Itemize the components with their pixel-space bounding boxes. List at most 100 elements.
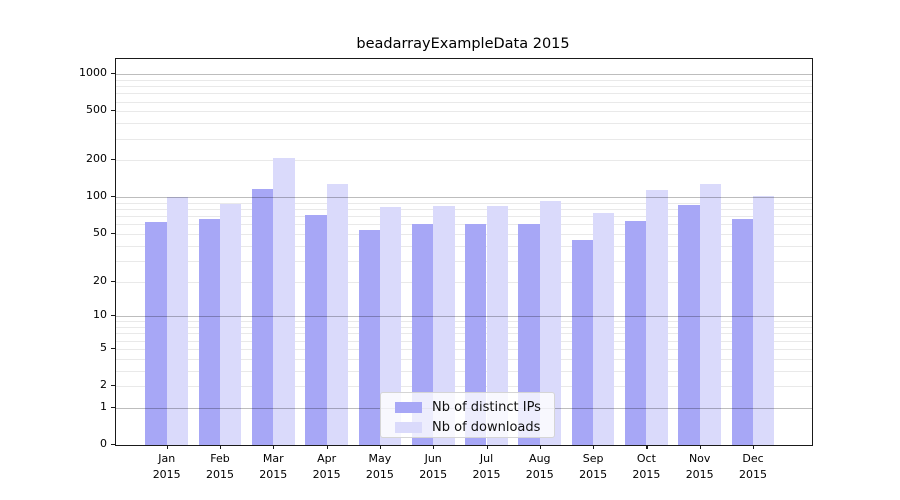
x-tick-label-jan: Jan 2015 bbox=[152, 452, 181, 481]
y-tick-label: 2 bbox=[100, 378, 107, 391]
minor-gridline bbox=[116, 281, 812, 283]
y-tick-label: 5 bbox=[100, 340, 107, 354]
y-tick-mark bbox=[111, 315, 115, 317]
bar-distinct-ips-jun bbox=[411, 223, 434, 445]
x-tick-mark bbox=[379, 445, 382, 449]
y-tick-mark bbox=[111, 196, 115, 198]
legend: Nb of distinct IPs Nb of downloads bbox=[380, 392, 555, 438]
y-tick-label: 1 bbox=[100, 399, 107, 413]
bar-distinct-ips-jul bbox=[465, 224, 487, 445]
x-tick-label-sep: Sep 2015 bbox=[579, 452, 608, 481]
minor-gridline bbox=[116, 358, 812, 360]
minor-gridline bbox=[116, 138, 812, 140]
minor-gridline bbox=[116, 348, 812, 350]
major-gridline bbox=[116, 197, 812, 199]
y-tick-label: 100 bbox=[86, 189, 107, 203]
y-tick-label: 1000 bbox=[79, 66, 107, 80]
minor-gridline bbox=[116, 333, 812, 335]
minor-gridline bbox=[116, 202, 812, 204]
major-gridline bbox=[116, 74, 812, 76]
y-tick-mark bbox=[111, 385, 115, 387]
major-gridline bbox=[116, 316, 812, 318]
x-tick-label-mar: Mar 2015 bbox=[259, 452, 288, 481]
minor-gridline bbox=[116, 101, 812, 103]
bar-downloads-aug bbox=[539, 201, 562, 445]
minor-gridline bbox=[116, 93, 812, 95]
bar-distinct-ips-feb bbox=[198, 219, 220, 445]
minor-gridline bbox=[116, 260, 812, 262]
bar-distinct-ips-mar bbox=[251, 188, 274, 445]
x-tick-mark bbox=[326, 445, 328, 449]
y-tick-label: 10 bbox=[93, 308, 107, 322]
bar-distinct-ips-sep bbox=[571, 239, 594, 445]
minor-gridline bbox=[116, 79, 812, 81]
x-tick-label-may: May 2015 bbox=[365, 452, 394, 481]
bar-downloads-apr bbox=[326, 184, 348, 445]
x-tick-mark bbox=[699, 445, 701, 449]
x-tick-mark bbox=[166, 445, 168, 449]
minor-gridline bbox=[116, 224, 812, 226]
x-tick-mark bbox=[646, 445, 648, 449]
y-tick-mark bbox=[111, 232, 115, 235]
bar-downloads-sep bbox=[593, 212, 615, 445]
bar-downloads-dec bbox=[753, 196, 775, 445]
x-tick-label-oct: Oct 2015 bbox=[632, 452, 661, 481]
legend-swatch-distinct-ips bbox=[395, 401, 422, 413]
x-tick-label-dec: Dec 2015 bbox=[739, 452, 767, 481]
bar-downloads-jan bbox=[166, 197, 189, 445]
x-tick-mark bbox=[539, 445, 541, 449]
x-tick-label-jun: Jun 2015 bbox=[419, 452, 448, 481]
y-tick-mark bbox=[111, 347, 115, 349]
legend-entry-downloads: Nb of downloads bbox=[381, 418, 554, 436]
x-tick-mark bbox=[273, 445, 275, 449]
y-tick-label: 500 bbox=[86, 103, 107, 117]
y-tick-label: 0 bbox=[100, 437, 107, 450]
legend-label-distinct-ips: Nb of distinct IPs bbox=[432, 399, 541, 415]
x-tick-mark bbox=[486, 445, 488, 449]
y-tick-mark bbox=[111, 110, 115, 112]
bar-distinct-ips-jan bbox=[145, 221, 167, 445]
bar-distinct-ips-oct bbox=[625, 220, 647, 445]
minor-gridline bbox=[116, 340, 812, 342]
legend-swatch-downloads bbox=[395, 421, 422, 433]
minor-gridline bbox=[116, 111, 812, 113]
bar-distinct-ips-nov bbox=[678, 205, 700, 445]
bar-distinct-ips-apr bbox=[305, 214, 327, 445]
minor-gridline bbox=[116, 123, 812, 125]
y-tick-mark bbox=[111, 444, 115, 446]
bar-downloads-jul bbox=[486, 205, 508, 445]
minor-gridline bbox=[116, 245, 812, 247]
x-tick-label-nov: Nov 2015 bbox=[685, 452, 714, 481]
minor-gridline bbox=[116, 216, 812, 218]
bar-downloads-mar bbox=[273, 158, 295, 445]
x-tick-mark bbox=[433, 445, 435, 449]
y-tick-mark bbox=[111, 406, 115, 408]
y-tick-mark bbox=[111, 280, 115, 282]
minor-gridline bbox=[116, 233, 812, 235]
bar-downloads-feb bbox=[220, 204, 242, 445]
bar-distinct-ips-aug bbox=[518, 223, 540, 445]
y-tick-label: 50 bbox=[93, 225, 107, 239]
bar-distinct-ips-may bbox=[358, 229, 380, 445]
plot-area bbox=[115, 58, 813, 446]
y-tick-label: 200 bbox=[86, 152, 107, 166]
minor-gridline bbox=[116, 209, 812, 211]
legend-label-downloads: Nb of downloads bbox=[432, 419, 541, 435]
minor-gridline bbox=[116, 86, 812, 88]
bar-downloads-jun bbox=[433, 205, 455, 445]
y-tick-mark bbox=[111, 73, 115, 75]
minor-gridline bbox=[116, 321, 812, 323]
bar-downloads-oct bbox=[646, 190, 668, 445]
bar-downloads-nov bbox=[699, 183, 722, 445]
y-tick-label: 20 bbox=[93, 273, 107, 287]
legend-entry-distinct-ips: Nb of distinct IPs bbox=[381, 398, 554, 416]
x-tick-label-aug: Aug 2015 bbox=[525, 452, 554, 481]
minor-gridline bbox=[116, 160, 812, 162]
y-tick-mark bbox=[111, 159, 115, 161]
bar-distinct-ips-dec bbox=[731, 218, 753, 445]
minor-gridline bbox=[116, 327, 812, 329]
minor-gridline bbox=[116, 370, 812, 372]
minor-gridline bbox=[116, 386, 812, 387]
x-tick-mark bbox=[220, 445, 222, 449]
